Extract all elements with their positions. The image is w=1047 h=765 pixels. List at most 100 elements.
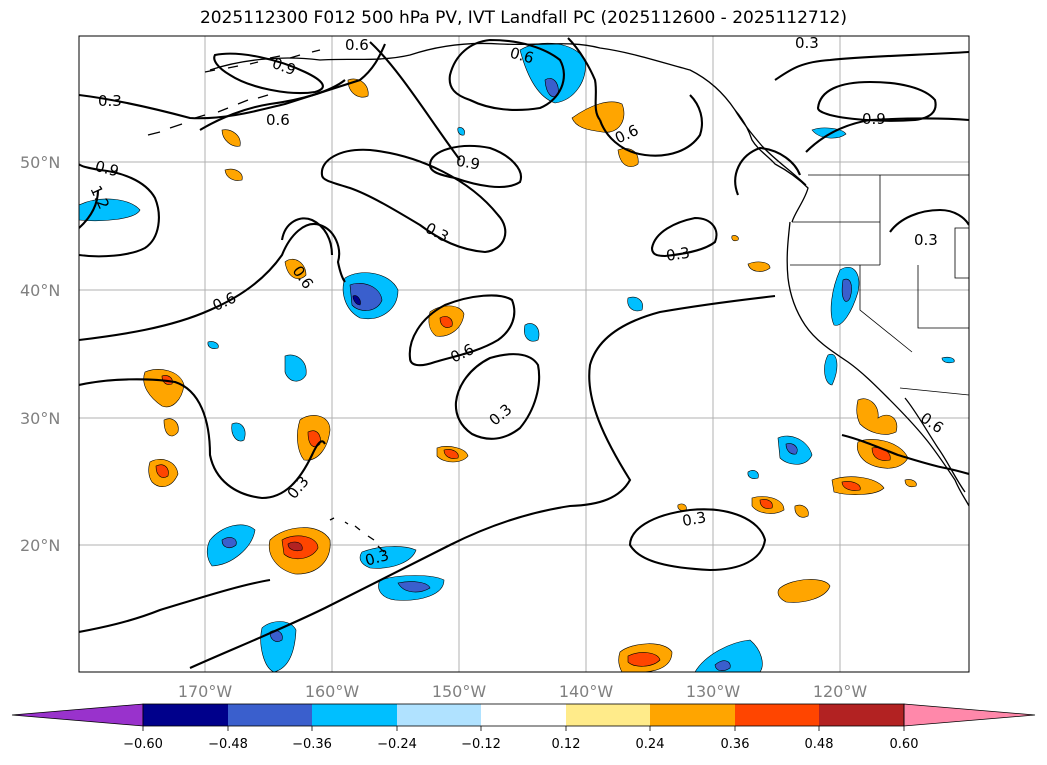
contour-label: 0.6 <box>345 36 369 54</box>
colorbar-tick-label: −0.36 <box>292 737 332 752</box>
pos-region <box>731 235 739 242</box>
contour-label: 0.3 <box>98 92 122 110</box>
colorbar-tick-label: 0.24 <box>636 737 665 752</box>
colorbar-segment <box>819 704 904 726</box>
border-ca-nv <box>859 265 913 353</box>
colorbar-tick-label: −0.48 <box>208 737 248 752</box>
pos-region <box>794 504 809 518</box>
contour-label: 0.3 <box>795 34 819 52</box>
pos-region <box>777 579 831 603</box>
colorbar-tick-label: 0.12 <box>552 737 581 752</box>
contour-label: 0.3 <box>681 508 708 530</box>
pos-region-core <box>307 430 321 447</box>
contour-label: 0.9 <box>93 157 121 181</box>
pos-region-core <box>443 449 459 459</box>
colorbar-extend-high <box>903 703 1036 727</box>
contour-label: 0.9 <box>455 152 482 174</box>
pos-region <box>856 398 898 435</box>
colorbar-segment <box>481 704 566 726</box>
colorbar-segment <box>650 704 735 726</box>
neg-region-core <box>352 295 361 306</box>
colorbar-ticks <box>142 726 905 731</box>
pv-contours <box>79 37 969 669</box>
neg-region <box>694 639 763 672</box>
colorbar-segment <box>312 704 397 726</box>
pos-region-core <box>155 464 169 478</box>
lon-label-150w: 150°W <box>432 682 487 701</box>
colorbar-tick-label: −0.12 <box>461 737 501 752</box>
neg-region-core <box>397 581 431 593</box>
neg-region-core <box>841 278 852 302</box>
lat-labels: 50°N 40°N 30°N 20°N <box>20 153 60 555</box>
pv-contour <box>448 38 565 111</box>
pos-region <box>284 258 307 280</box>
pv-contour <box>199 79 346 131</box>
pv-contour <box>280 217 334 256</box>
lon-label-160w: 160°W <box>305 682 360 701</box>
pos-region-core <box>759 499 773 509</box>
neg-region <box>79 198 141 221</box>
lat-label-50n: 50°N <box>20 153 60 172</box>
colorbar-tick-label: −0.24 <box>377 737 417 752</box>
border-nv-east <box>917 265 969 329</box>
border-canada <box>954 227 969 279</box>
pos-region <box>163 418 179 437</box>
neg-region <box>747 470 759 479</box>
pv-contour <box>79 378 326 500</box>
aleutian-islands <box>147 49 321 136</box>
neg-region <box>457 127 465 136</box>
neg-region-core <box>785 443 798 455</box>
contour-label: 0.3 <box>914 231 938 249</box>
pv-contour <box>213 52 324 95</box>
border-mexico <box>899 387 969 396</box>
lat-label-40n: 40°N <box>20 281 60 300</box>
neg-region-core <box>221 537 237 549</box>
pos-region <box>347 78 369 98</box>
colorbar: −0.60 −0.48 −0.36 −0.24 −0.12 0.12 0.24 … <box>11 703 1036 752</box>
us-west-coast <box>786 221 969 507</box>
colorbar-segment <box>143 704 228 726</box>
pv-contour <box>79 163 160 258</box>
neg-region <box>359 546 417 569</box>
colorbar-segment <box>735 704 819 726</box>
lon-label-170w: 170°W <box>178 682 233 701</box>
pv-contour <box>369 41 461 161</box>
chart-title: 2025112300 F012 500 hPa PV, IVT Landfall… <box>199 8 847 28</box>
neg-region <box>284 354 307 382</box>
pv-contour <box>816 80 937 122</box>
pv-contour <box>805 117 969 153</box>
colorbar-frame <box>142 703 905 727</box>
pos-region-core <box>627 652 661 667</box>
neg-region <box>627 296 643 312</box>
lon-label-120w: 120°W <box>813 682 868 701</box>
colorbar-tick-label: 0.36 <box>721 737 750 752</box>
pos-region-core <box>287 541 303 552</box>
pv-contour <box>189 294 776 669</box>
colorbar-tick-label: 0.48 <box>805 737 834 752</box>
pv-contour <box>567 37 601 121</box>
state-borders <box>790 174 969 396</box>
lat-label-20n: 20°N <box>20 536 60 555</box>
pv-contour <box>774 50 969 81</box>
pos-region <box>221 129 241 147</box>
contour-label: 0.3 <box>665 244 691 265</box>
pv-contour <box>650 216 718 258</box>
pos-region <box>224 168 243 181</box>
colorbar-segment <box>228 704 312 726</box>
pv-contour <box>79 578 271 634</box>
neg-region <box>231 422 246 442</box>
pos-region <box>904 479 917 488</box>
pv-contour <box>599 94 704 157</box>
colorbar-segment <box>566 704 650 726</box>
pv-contour <box>79 189 100 229</box>
lat-label-30n: 30°N <box>20 409 60 428</box>
map-frame <box>78 35 970 673</box>
lon-labels: 170°W 160°W 150°W 140°W 130°W 120°W <box>178 682 868 701</box>
ivt-shading <box>79 42 955 672</box>
pos-region-core <box>439 316 453 328</box>
lon-label-140w: 140°W <box>559 682 614 701</box>
contour-label: 0.3 <box>363 546 391 570</box>
coastlines <box>147 42 969 553</box>
neg-region-core <box>714 660 731 671</box>
